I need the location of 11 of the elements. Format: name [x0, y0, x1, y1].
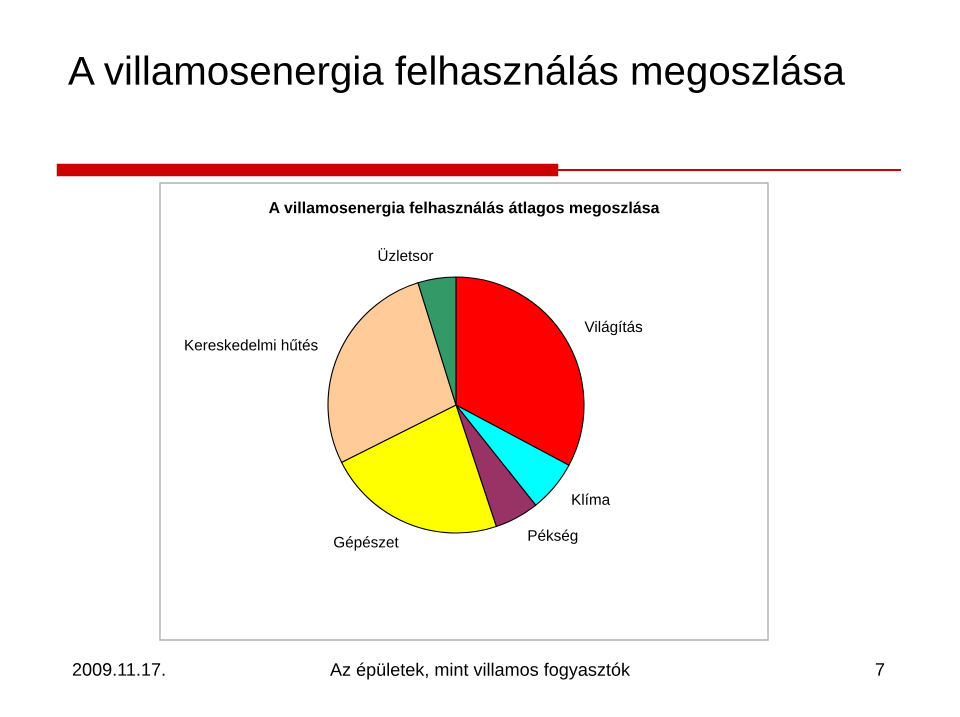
slice-label: Gépészet	[334, 536, 399, 551]
chart-title: A villamosenergia felhasználás megoszlása	[68, 55, 845, 94]
chart-subtitle: A villamosenergia felhasználás átlagos megoszlása	[268, 201, 660, 217]
text: 2009.11.17.	[72, 663, 164, 676]
slice-label: Pékség	[528, 529, 578, 544]
slice-label: Klíma	[572, 494, 610, 505]
slice-label: Kereskedelmi hűtés	[185, 339, 318, 350]
slice-label: Világítás	[584, 320, 642, 336]
text: Az épületek, mint villamos fogyasztók	[330, 662, 630, 680]
text: 7	[876, 663, 884, 676]
slice-label: Üzletsor	[378, 248, 434, 262]
